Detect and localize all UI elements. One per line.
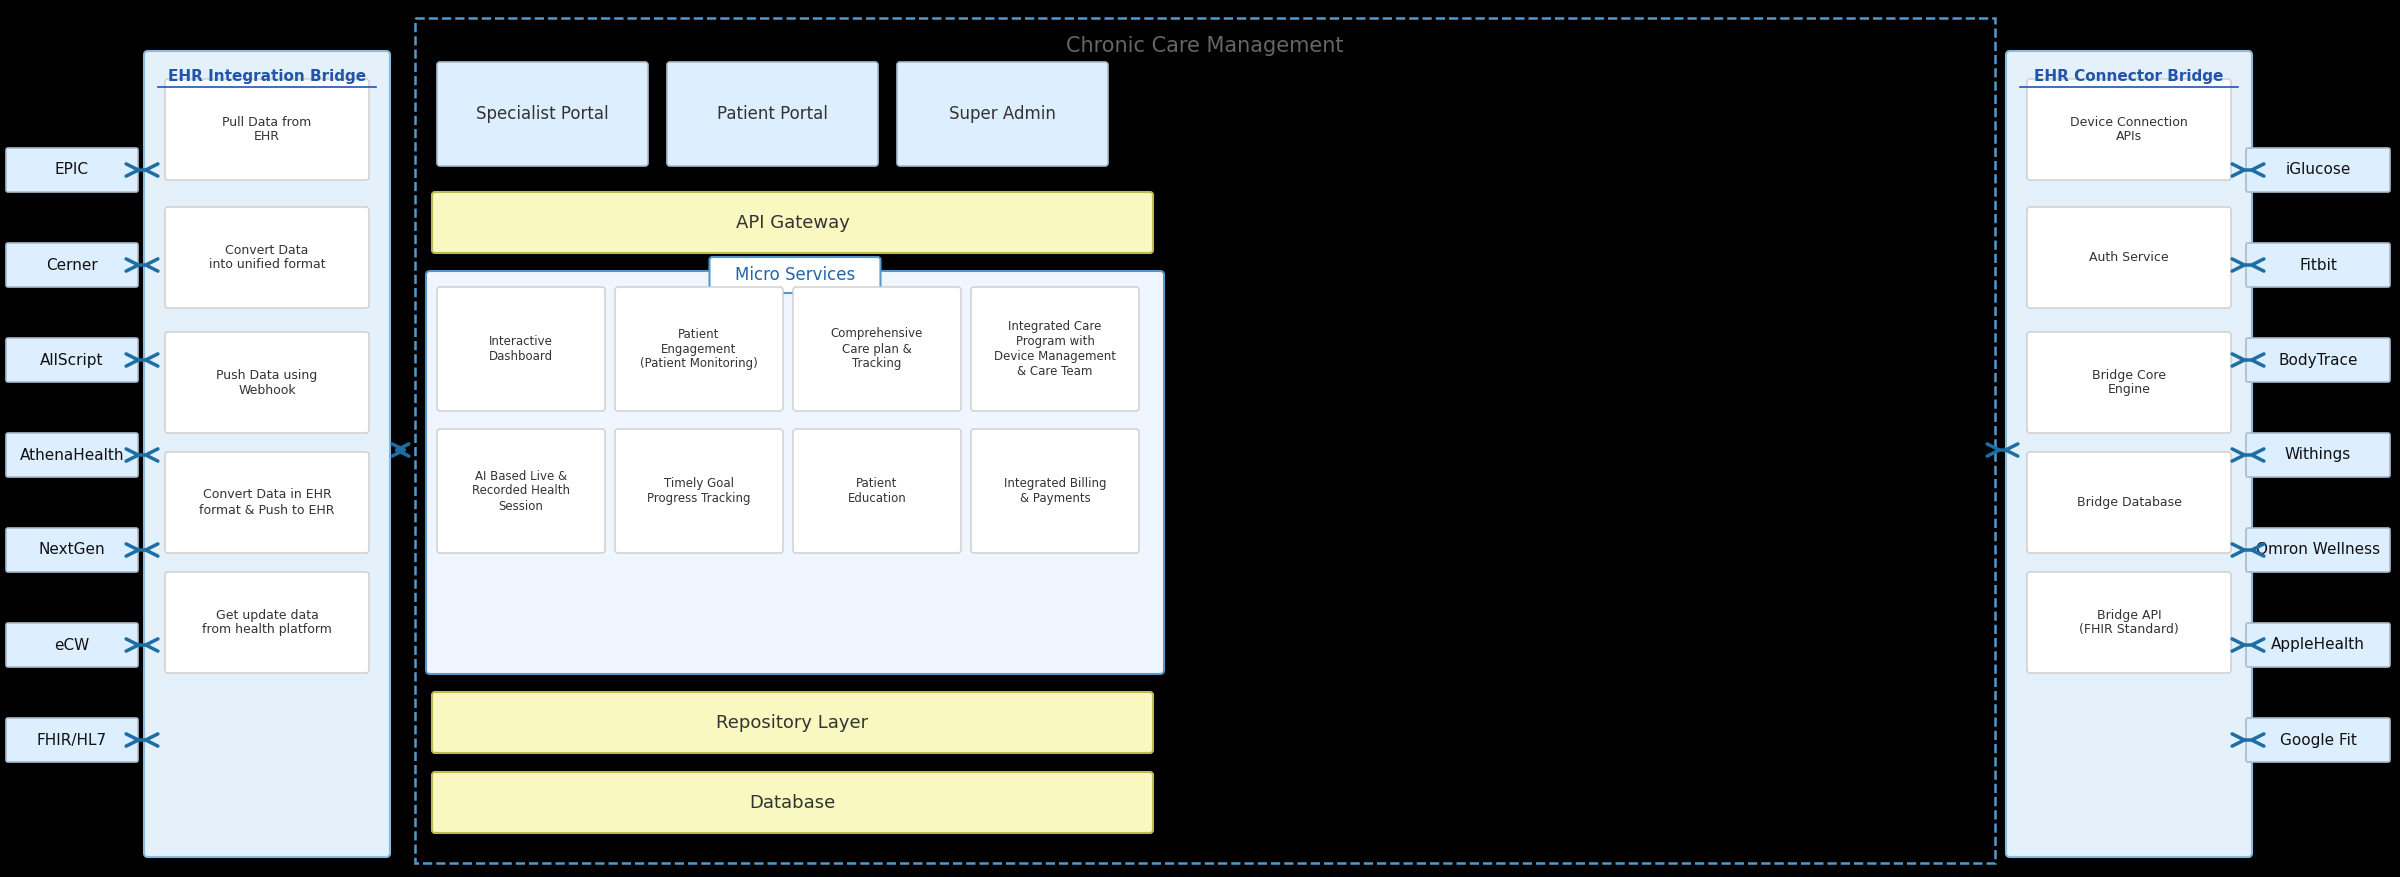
FancyBboxPatch shape: [427, 271, 1164, 674]
FancyBboxPatch shape: [667, 62, 878, 166]
FancyBboxPatch shape: [792, 429, 960, 553]
Text: Push Data using
Webhook: Push Data using Webhook: [216, 368, 317, 396]
Text: EHR Integration Bridge: EHR Integration Bridge: [168, 69, 367, 84]
Bar: [415, 18, 1994, 863]
FancyBboxPatch shape: [437, 287, 605, 411]
Text: Bridge API
(FHIR Standard): Bridge API (FHIR Standard): [2078, 609, 2179, 637]
Text: Interactive
Dashboard: Interactive Dashboard: [490, 335, 552, 363]
FancyBboxPatch shape: [437, 429, 605, 553]
Text: EHR Connector Bridge: EHR Connector Bridge: [2035, 69, 2225, 84]
Text: Withings: Withings: [2285, 447, 2352, 462]
Text: AllScript: AllScript: [41, 353, 103, 367]
Text: AppleHealth: AppleHealth: [2270, 638, 2364, 652]
Text: Fitbit: Fitbit: [2299, 258, 2338, 273]
Text: Google Fit: Google Fit: [2280, 732, 2357, 747]
Text: Chronic Care Management: Chronic Care Management: [1066, 36, 1344, 56]
Text: Bridge Database: Bridge Database: [2076, 496, 2182, 509]
FancyBboxPatch shape: [614, 287, 782, 411]
FancyBboxPatch shape: [2246, 433, 2390, 477]
FancyBboxPatch shape: [2246, 528, 2390, 572]
Text: Repository Layer: Repository Layer: [718, 714, 869, 731]
Text: eCW: eCW: [55, 638, 89, 652]
FancyBboxPatch shape: [5, 243, 139, 287]
FancyBboxPatch shape: [2028, 332, 2232, 433]
FancyBboxPatch shape: [432, 192, 1152, 253]
FancyBboxPatch shape: [2246, 243, 2390, 287]
FancyBboxPatch shape: [2006, 51, 2251, 857]
FancyBboxPatch shape: [5, 718, 139, 762]
Text: Omron Wellness: Omron Wellness: [2256, 543, 2381, 558]
Text: EPIC: EPIC: [55, 162, 89, 177]
Text: Auth Service: Auth Service: [2088, 251, 2170, 264]
FancyBboxPatch shape: [5, 433, 139, 477]
Text: Specialist Portal: Specialist Portal: [475, 105, 610, 123]
FancyBboxPatch shape: [2246, 623, 2390, 667]
Text: Bridge Core
Engine: Bridge Core Engine: [2093, 368, 2167, 396]
Text: Get update data
from health platform: Get update data from health platform: [202, 609, 331, 637]
Text: Integrated Billing
& Payments: Integrated Billing & Payments: [1003, 477, 1106, 505]
Text: iGlucose: iGlucose: [2285, 162, 2350, 177]
Text: Patient
Engagement
(Patient Monitoring): Patient Engagement (Patient Monitoring): [641, 327, 758, 370]
FancyBboxPatch shape: [2246, 718, 2390, 762]
Text: AthenaHealth: AthenaHealth: [19, 447, 125, 462]
Text: Integrated Care
Program with
Device Management
& Care Team: Integrated Care Program with Device Mana…: [994, 320, 1116, 378]
FancyBboxPatch shape: [144, 51, 389, 857]
FancyBboxPatch shape: [792, 287, 960, 411]
FancyBboxPatch shape: [5, 338, 139, 382]
FancyBboxPatch shape: [614, 429, 782, 553]
Text: Timely Goal
Progress Tracking: Timely Goal Progress Tracking: [648, 477, 751, 505]
FancyBboxPatch shape: [2028, 79, 2232, 180]
FancyBboxPatch shape: [2028, 572, 2232, 673]
FancyBboxPatch shape: [166, 207, 370, 308]
FancyBboxPatch shape: [710, 257, 881, 293]
FancyBboxPatch shape: [432, 692, 1152, 753]
Text: API Gateway: API Gateway: [734, 213, 850, 232]
FancyBboxPatch shape: [166, 572, 370, 673]
Text: Micro Services: Micro Services: [734, 266, 854, 284]
FancyBboxPatch shape: [5, 623, 139, 667]
Text: Database: Database: [749, 794, 835, 811]
Text: Pull Data from
EHR: Pull Data from EHR: [223, 116, 312, 144]
Text: Convert Data in EHR
format & Push to EHR: Convert Data in EHR format & Push to EHR: [199, 488, 334, 517]
Text: BodyTrace: BodyTrace: [2278, 353, 2357, 367]
FancyBboxPatch shape: [437, 62, 648, 166]
FancyBboxPatch shape: [2028, 207, 2232, 308]
Text: AI Based Live &
Recorded Health
Session: AI Based Live & Recorded Health Session: [473, 469, 571, 512]
FancyBboxPatch shape: [5, 148, 139, 192]
FancyBboxPatch shape: [166, 79, 370, 180]
FancyBboxPatch shape: [166, 452, 370, 553]
Text: Super Admin: Super Admin: [948, 105, 1056, 123]
FancyBboxPatch shape: [898, 62, 1109, 166]
Text: Patient Portal: Patient Portal: [718, 105, 828, 123]
Text: FHIR/HL7: FHIR/HL7: [36, 732, 108, 747]
FancyBboxPatch shape: [166, 332, 370, 433]
FancyBboxPatch shape: [5, 528, 139, 572]
Text: Comprehensive
Care plan &
Tracking: Comprehensive Care plan & Tracking: [830, 327, 924, 370]
FancyBboxPatch shape: [2246, 338, 2390, 382]
Text: Patient
Education: Patient Education: [847, 477, 907, 505]
Text: Cerner: Cerner: [46, 258, 98, 273]
Text: Device Connection
APIs: Device Connection APIs: [2071, 116, 2189, 144]
FancyBboxPatch shape: [972, 287, 1140, 411]
Text: NextGen: NextGen: [38, 543, 106, 558]
FancyBboxPatch shape: [2028, 452, 2232, 553]
FancyBboxPatch shape: [2246, 148, 2390, 192]
Text: Convert Data
into unified format: Convert Data into unified format: [209, 244, 326, 272]
FancyBboxPatch shape: [432, 772, 1152, 833]
FancyBboxPatch shape: [972, 429, 1140, 553]
